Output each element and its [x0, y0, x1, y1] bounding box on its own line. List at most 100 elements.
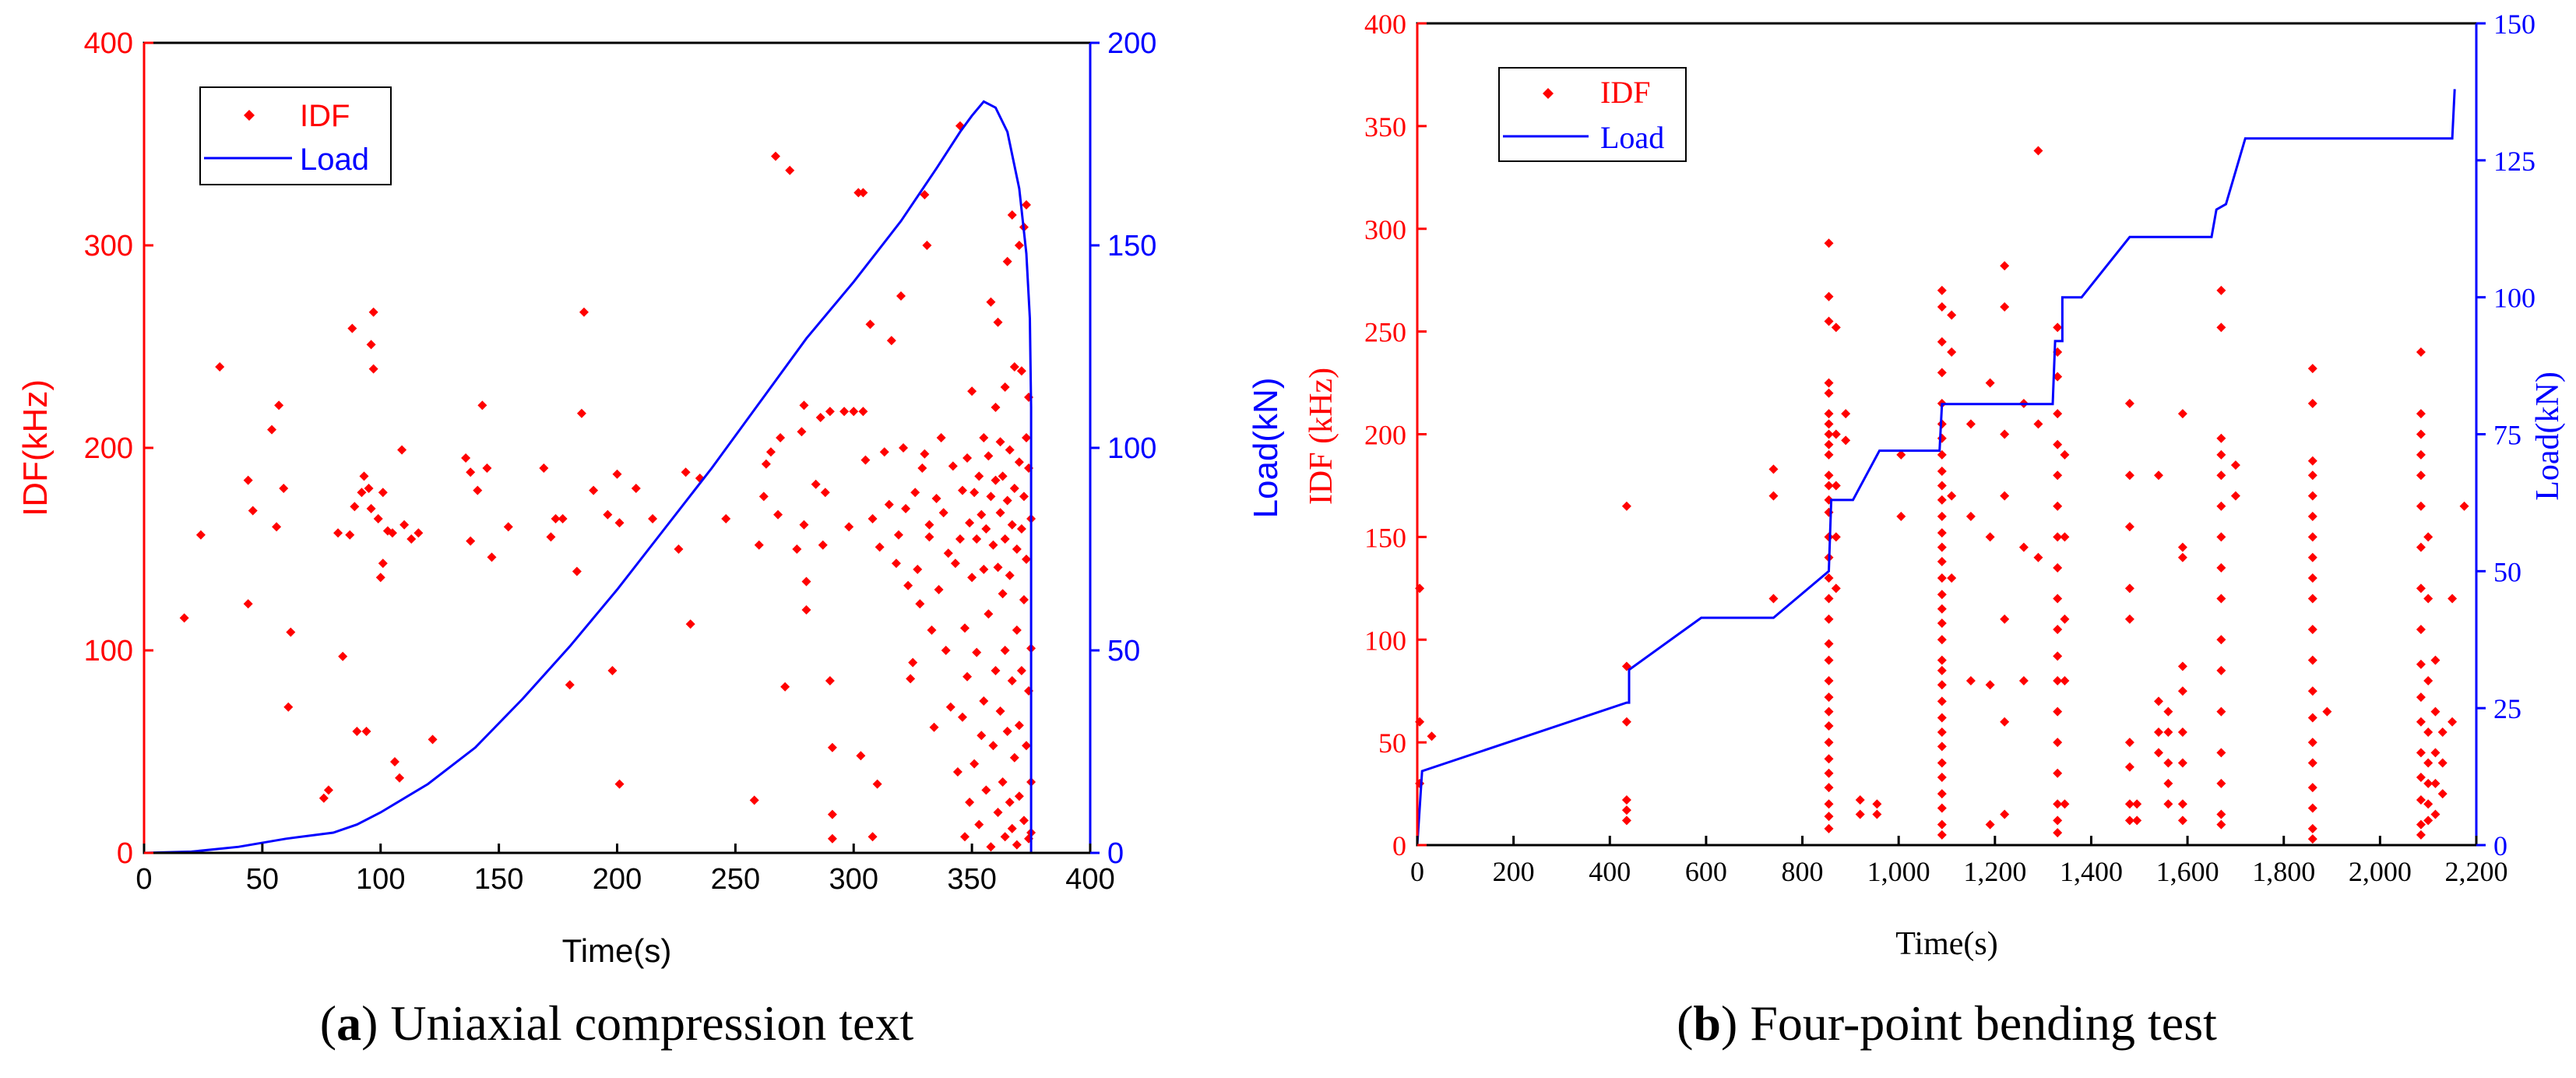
idf-point — [1019, 816, 1029, 826]
x-tick-label: 50 — [246, 863, 279, 896]
idf-point — [867, 514, 878, 523]
idf-point — [1937, 665, 1947, 675]
idf-point — [2423, 799, 2433, 809]
idf-point — [1947, 310, 1957, 320]
idf-point — [913, 565, 923, 574]
idf-point — [1007, 520, 1017, 530]
idf-point — [1985, 680, 1995, 690]
idf-point — [948, 461, 958, 471]
idf-point — [1937, 819, 1947, 830]
idf-point — [2416, 717, 2426, 727]
idf-point — [1021, 555, 1031, 564]
idf-point — [2216, 501, 2226, 511]
idf-point — [428, 735, 438, 745]
idf-point — [2437, 727, 2448, 737]
idf-point — [1824, 754, 1834, 764]
idf-point — [955, 534, 965, 544]
left-y-tick-label: 50 — [1378, 727, 1406, 759]
idf-point — [899, 443, 909, 453]
idf-point — [1937, 285, 1947, 295]
idf-point — [2307, 532, 2317, 542]
idf-point — [780, 682, 790, 692]
panel-b-load-line — [1416, 89, 2456, 846]
idf-point — [943, 548, 953, 558]
idf-point — [2053, 470, 2063, 481]
idf-point — [1000, 382, 1010, 392]
panel-b-right-y-ticks: 0 25 50 75 100 125 150 — [2476, 9, 2536, 861]
idf-point — [1824, 639, 1834, 649]
idf-point — [2060, 614, 2070, 624]
left-y-tick-label: 250 — [1364, 317, 1406, 348]
idf-point — [1621, 805, 1631, 816]
idf-point — [856, 751, 866, 761]
right-y-tick-label: 50 — [2493, 556, 2521, 587]
idf-point — [1007, 210, 1017, 220]
idf-point — [2154, 470, 2163, 481]
idf-point — [1937, 542, 1947, 552]
idf-point — [858, 407, 868, 417]
idf-point — [1000, 832, 1010, 842]
idf-point — [2416, 830, 2426, 840]
idf-point — [995, 508, 1005, 518]
panel-a-legend-idf-marker — [244, 110, 255, 121]
x-tick-label: 400 — [1589, 856, 1631, 887]
idf-point — [1937, 590, 1947, 600]
idf-point — [929, 722, 939, 732]
x-tick-label: 350 — [947, 863, 996, 896]
idf-point — [1937, 803, 1947, 813]
idf-point — [993, 562, 1003, 572]
idf-point — [1009, 752, 1019, 763]
idf-point — [373, 514, 383, 523]
idf-point — [773, 509, 783, 520]
idf-point — [1824, 799, 1834, 809]
idf-point — [1937, 573, 1947, 583]
idf-point — [1824, 812, 1834, 822]
panel-b-left-y-ticks: 0 50 100 150 200 250 300 350 400 — [1364, 9, 1427, 861]
idf-point — [1824, 316, 1834, 326]
idf-point — [179, 613, 189, 623]
x-tick-label: 150 — [474, 863, 523, 896]
idf-point — [2307, 512, 2317, 521]
idf-point — [1965, 676, 1976, 685]
idf-point — [924, 520, 934, 530]
idf-point — [482, 463, 492, 473]
idf-point — [893, 530, 903, 540]
idf-point — [2177, 686, 2187, 696]
idf-point — [1937, 655, 1947, 665]
idf-point — [1621, 717, 1631, 727]
idf-point — [1824, 507, 1834, 517]
idf-point — [1824, 573, 1834, 583]
idf-point — [389, 757, 399, 766]
idf-point — [886, 336, 896, 346]
idf-point — [2018, 676, 2029, 685]
right-y-tick-label: 0 — [2493, 830, 2507, 861]
idf-point — [2053, 738, 2063, 748]
idf-point — [2053, 651, 2063, 661]
idf-point — [1937, 727, 1947, 737]
idf-point — [967, 386, 977, 396]
idf-point — [2216, 778, 2226, 788]
idf-point — [1824, 783, 1834, 793]
left-y-tick-label: 400 — [84, 27, 133, 60]
panel-a-right-axis-label: Load(kN) — [1247, 378, 1285, 519]
panel-a-caption-text: ) Uniaxial compression text — [361, 995, 913, 1051]
idf-point — [1768, 594, 1779, 604]
idf-point — [761, 459, 771, 469]
idf-point — [797, 427, 807, 437]
idf-point — [988, 540, 998, 550]
idf-point — [1824, 409, 1834, 419]
idf-point — [2053, 439, 2063, 449]
idf-point — [977, 731, 987, 741]
left-y-tick-label: 200 — [84, 432, 133, 465]
idf-point — [2132, 816, 2142, 826]
idf-point — [986, 297, 996, 307]
idf-point — [1824, 419, 1834, 429]
x-tick-label: 1,000 — [1867, 856, 1930, 887]
panel-a-idf-points — [179, 121, 1036, 852]
idf-point — [2177, 409, 2187, 419]
idf-point — [2154, 727, 2163, 737]
idf-point — [1012, 544, 1022, 554]
left-y-tick-label: 400 — [1364, 9, 1406, 40]
idf-point — [986, 491, 996, 502]
idf-point — [2033, 552, 2043, 562]
